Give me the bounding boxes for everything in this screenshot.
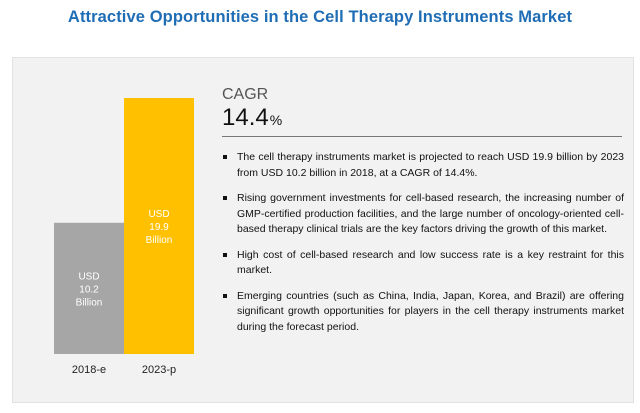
bar-2018-e xyxy=(54,222,124,354)
bar-data-label: USD xyxy=(78,271,99,282)
bar-labels-group: USD 10.2 Billion USD 19.9 Billion xyxy=(76,209,173,308)
bullet-text: The cell therapy instruments market is p… xyxy=(237,151,624,179)
bullet-item: High cost of cell-based research and low… xyxy=(222,248,624,279)
bar-data-label: 19.9 xyxy=(149,222,169,233)
bar-chart: USD 10.2 Billion USD 19.9 Billion 2018-e 2023-… xyxy=(54,98,194,376)
cagr-divider xyxy=(222,136,622,137)
x-tick-label: 2023-p xyxy=(142,364,176,376)
bullet-text: Rising government investments for cell-b… xyxy=(237,192,624,235)
bullet-item: Emerging countries (such as China, India… xyxy=(222,289,624,336)
bars-group xyxy=(54,98,194,354)
bullet-item: The cell therapy instruments market is p… xyxy=(222,150,624,181)
bar-2023-p xyxy=(124,98,194,354)
cagr-label: CAGR xyxy=(222,86,269,103)
bullet-marker xyxy=(223,155,227,159)
bullet-text: High cost of cell-based research and low… xyxy=(237,248,624,277)
bullet-marker xyxy=(223,252,227,257)
bullet-item: Rising government investments for cell-b… xyxy=(222,191,624,238)
cagr-unit: % xyxy=(269,112,283,128)
bar-data-label: USD xyxy=(148,209,169,220)
bullet-text: Emerging countries (such as China, India… xyxy=(237,289,624,333)
tick-labels-group: 2018-e 2023-p xyxy=(72,364,176,376)
bullet-marker xyxy=(223,196,227,200)
cagr-number: 14.4 xyxy=(222,104,269,131)
bar-data-label: 10.2 xyxy=(79,284,99,295)
bullet-marker xyxy=(223,293,227,298)
page-title: Attractive Opportunities in the Cell The… xyxy=(67,8,573,26)
bullet-list: The cell therapy instruments market is p… xyxy=(222,150,624,345)
bar-data-label: Billion xyxy=(76,297,103,308)
cagr-value: 14.4% xyxy=(222,104,282,132)
bar-data-label: Billion xyxy=(146,235,173,246)
x-tick-label: 2018-e xyxy=(72,364,106,376)
